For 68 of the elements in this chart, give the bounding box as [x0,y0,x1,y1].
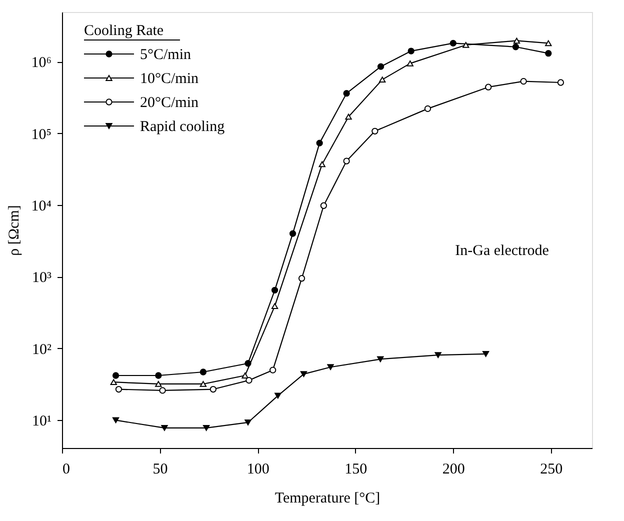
x-tick-label: 250 [540,462,563,478]
point [210,386,217,393]
legend-label: 20°C/min [140,95,200,111]
point [450,40,456,47]
point [462,42,470,48]
x-tick-label: 150 [344,462,368,478]
point [203,425,210,431]
point [513,38,520,44]
point [115,386,122,393]
point [159,387,166,394]
y-tick-label: 10³ [32,270,52,286]
point [343,158,350,164]
point [345,114,352,120]
point [300,371,308,378]
point [485,84,492,90]
point [320,202,328,209]
point [242,372,248,378]
x-tick-label: 0 [62,462,70,478]
point [112,417,120,424]
legend-title: Cooling Rate [84,23,164,39]
point [244,360,252,367]
point [244,420,252,426]
point [424,105,432,112]
point [271,303,278,310]
point [377,63,384,70]
point [512,44,520,50]
point [110,379,117,386]
legend-label: 5°C/min [140,47,192,63]
point [520,78,527,85]
point [327,364,334,370]
y-axis-title: ρ [Ωcm] [6,205,22,256]
point [112,372,120,379]
point [298,275,306,282]
x-tick-label: 200 [442,462,465,478]
point [318,161,326,168]
point [155,372,162,379]
legend-label: 10°C/min [140,71,200,87]
point [482,350,490,357]
x-tick-label: 100 [246,462,270,478]
y-tick-label: 10⁵ [31,126,52,143]
y-tick-label: 10⁶ [31,55,52,72]
point [545,50,552,57]
y-tick-label: 10² [32,342,52,358]
point [155,381,162,387]
point [289,230,296,237]
point [316,140,323,146]
point [246,376,252,384]
point [200,381,207,387]
point [379,76,386,83]
point [434,352,442,358]
point [343,90,350,97]
point [270,366,276,374]
point [161,425,168,431]
x-tick-label: 50 [152,462,168,478]
point [200,368,207,376]
x-axis-title: Temperature [°C] [274,490,380,506]
point [408,48,414,54]
annotation: In-Ga electrode [455,243,550,259]
point [545,40,552,46]
point [406,60,414,66]
point [274,392,282,399]
y-tick-label: 10¹ [32,414,52,430]
point [372,128,378,134]
point [271,286,278,294]
point [377,356,384,362]
y-tick-label: 10⁴ [31,198,52,214]
legend-label: Rapid cooling [140,119,226,135]
point [557,79,564,86]
